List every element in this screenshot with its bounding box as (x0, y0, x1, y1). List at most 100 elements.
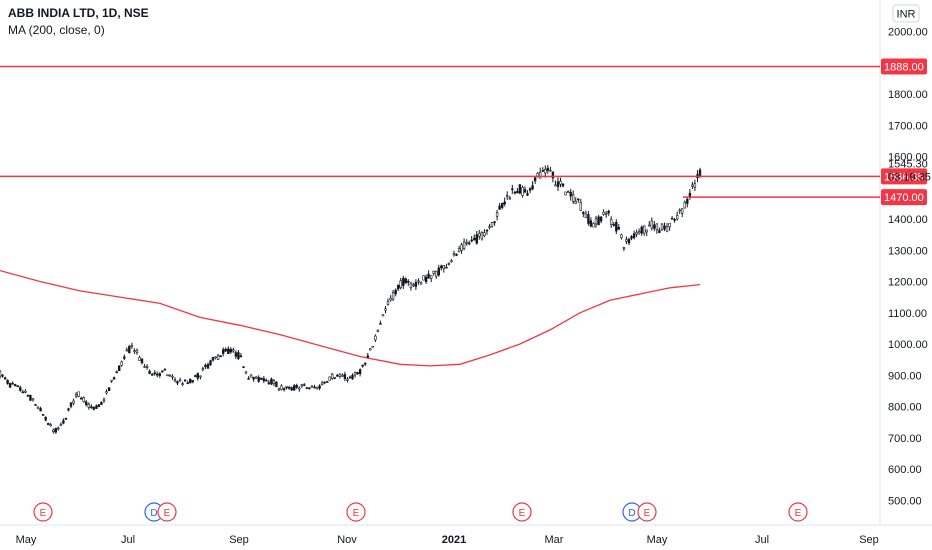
candle-body (189, 378, 192, 384)
candle (688, 189, 692, 200)
candle-body (153, 372, 156, 375)
candle-body (191, 380, 194, 383)
candle (490, 222, 494, 228)
candle (338, 373, 342, 379)
earnings-event-icon[interactable]: E (33, 502, 53, 522)
candle-body (407, 280, 410, 283)
candle-body (609, 219, 613, 225)
candle (566, 190, 570, 193)
candle-body (579, 202, 583, 211)
candle (434, 270, 438, 279)
candle-body (204, 364, 207, 368)
candle-body (490, 222, 494, 227)
candle-body (404, 278, 407, 284)
candle (561, 183, 565, 188)
candle (287, 385, 291, 390)
candle (69, 402, 73, 409)
candle-body (396, 284, 400, 290)
candle-body (432, 270, 435, 274)
candle (318, 384, 321, 391)
candle (686, 197, 689, 208)
candle (148, 369, 151, 375)
candle-body (541, 170, 545, 172)
candle (247, 376, 250, 380)
event-letter: D (150, 508, 157, 519)
candle (290, 386, 293, 391)
candle (500, 202, 504, 210)
candle-body (528, 188, 532, 191)
currency-badge[interactable]: INR (892, 4, 920, 23)
candle-body (488, 226, 491, 228)
candle-body (262, 378, 265, 382)
candle-body (87, 403, 91, 408)
candle (67, 407, 70, 412)
earnings-event-icon[interactable]: E (157, 502, 177, 522)
candle-body (315, 386, 319, 390)
symbol-title[interactable]: ABB INDIA LTD, 1D, NSE (8, 6, 149, 20)
candle (645, 229, 648, 236)
candle-body (183, 379, 187, 382)
candle-body (467, 242, 471, 245)
earnings-event-icon[interactable]: E (512, 502, 532, 522)
candle-body (402, 277, 405, 286)
candle (655, 223, 659, 234)
candle (262, 376, 265, 384)
candle (102, 397, 106, 403)
candle-body (8, 383, 12, 388)
candle-body (627, 238, 631, 244)
candle (145, 364, 149, 370)
candle (376, 329, 380, 333)
candle (625, 236, 628, 245)
candle-body (670, 218, 674, 220)
price-tag-bg (881, 189, 927, 206)
candle-body (140, 358, 144, 364)
candle-body (462, 241, 466, 249)
earnings-event-icon[interactable]: E (788, 502, 808, 522)
candle (369, 348, 372, 351)
dividend-event-icon[interactable]: D (622, 502, 642, 522)
candle-body (650, 220, 654, 229)
candle-body (625, 239, 628, 242)
candle-body (582, 212, 585, 214)
earnings-event-icon[interactable]: E (637, 502, 657, 522)
earnings-event-icon[interactable]: E (346, 502, 366, 522)
candle (409, 281, 413, 291)
candle (3, 376, 7, 380)
candle-body (412, 284, 415, 287)
x-tick-label: Nov (337, 534, 357, 546)
candle-body (133, 350, 136, 353)
candle (505, 191, 509, 200)
candle (577, 198, 580, 203)
candle-body (267, 382, 270, 384)
candle-body (85, 401, 88, 405)
candle-body (483, 232, 486, 237)
candle-body (442, 264, 445, 270)
candle-body (376, 329, 380, 333)
ma-200-line (0, 269, 701, 367)
candle-body (69, 402, 73, 407)
candle (569, 188, 572, 201)
x-tick-label: Sep (859, 534, 879, 546)
candle-body (574, 201, 577, 204)
price-tag: 1888.00 (881, 58, 927, 75)
candle (166, 374, 169, 377)
x-tick-label: Jul (121, 534, 135, 546)
candle (528, 187, 532, 194)
candle (493, 220, 496, 226)
candle (128, 344, 131, 354)
candle-body (607, 210, 610, 214)
candle (680, 208, 684, 218)
candle-body (130, 345, 134, 348)
candle (186, 380, 189, 385)
candle-body (366, 355, 369, 358)
candle (404, 277, 407, 284)
candle-body (394, 289, 397, 295)
candle-body (325, 381, 329, 383)
candle-body (493, 221, 496, 223)
candle (244, 371, 248, 375)
candle (77, 391, 80, 398)
indicator-legend[interactable]: MA (200, close, 0) (8, 23, 105, 37)
y-tick-label: 1000.00 (888, 339, 928, 351)
candle-body (308, 387, 311, 389)
